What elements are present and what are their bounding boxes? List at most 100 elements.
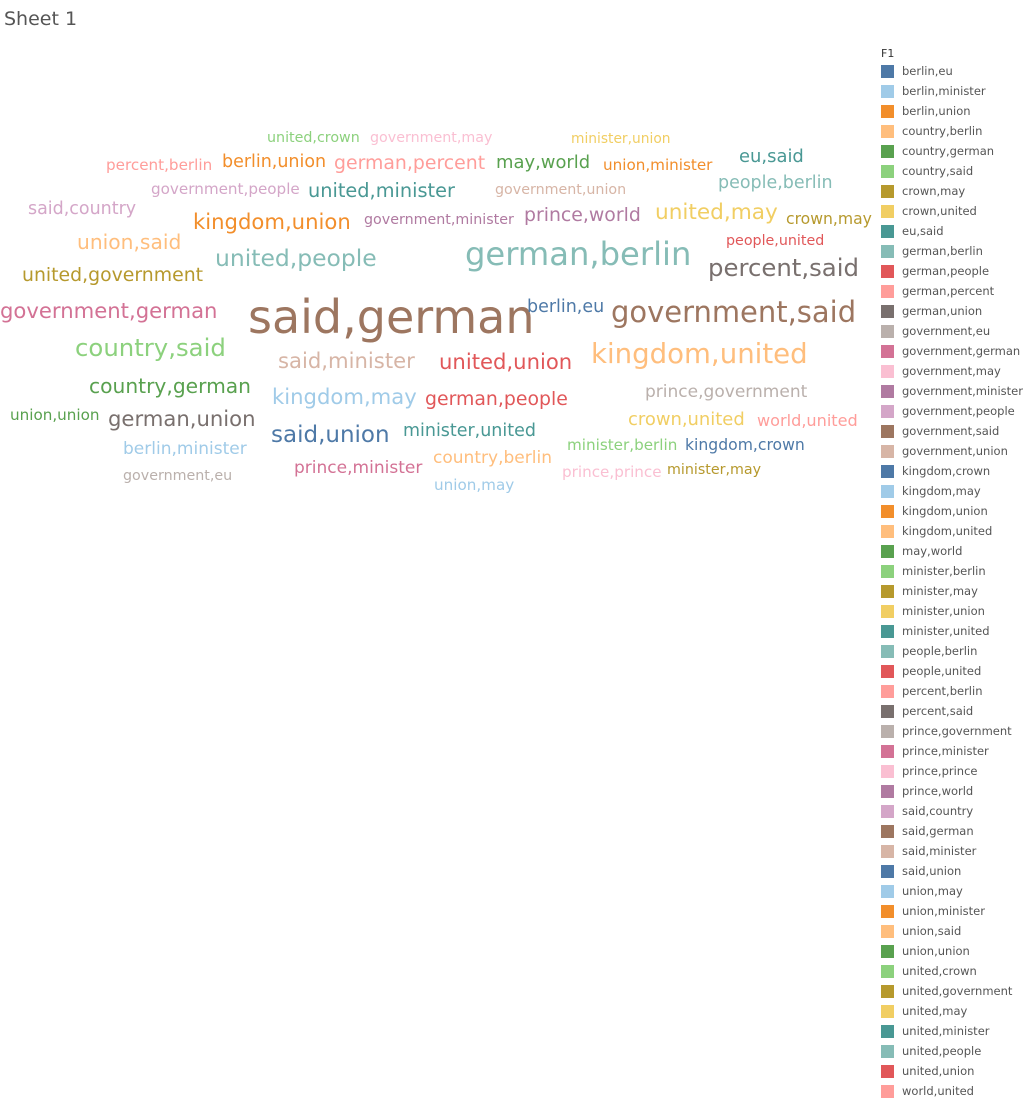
legend-item[interactable]: government,minister xyxy=(881,381,1023,401)
legend-item[interactable]: kingdom,may xyxy=(881,481,981,501)
legend-item[interactable]: world,united xyxy=(881,1081,974,1101)
legend-item[interactable]: said,german xyxy=(881,821,974,841)
legend-swatch xyxy=(881,904,894,918)
legend-item[interactable]: people,berlin xyxy=(881,641,977,661)
legend-item[interactable]: german,union xyxy=(881,301,982,321)
legend-item[interactable]: kingdom,union xyxy=(881,501,988,521)
legend-swatch xyxy=(881,984,894,998)
legend-item[interactable]: said,minister xyxy=(881,841,976,861)
legend-item[interactable]: union,may xyxy=(881,881,963,901)
legend-item[interactable]: union,said xyxy=(881,921,961,941)
legend-swatch xyxy=(881,124,894,138)
legend-item[interactable]: said,country xyxy=(881,801,973,821)
legend-swatch xyxy=(881,224,894,238)
legend-item[interactable]: minister,berlin xyxy=(881,561,986,581)
cloud-word: government,minister xyxy=(364,212,514,228)
cloud-word: said,minister xyxy=(278,348,415,373)
cloud-word: prince,minister xyxy=(294,458,423,478)
legend-item[interactable]: government,german xyxy=(881,341,1020,361)
legend-item[interactable]: kingdom,crown xyxy=(881,461,990,481)
legend-label: berlin,union xyxy=(902,104,971,118)
legend-item[interactable]: crown,united xyxy=(881,201,977,221)
legend-label: country,said xyxy=(902,164,974,178)
legend-item[interactable]: prince,government xyxy=(881,721,1012,741)
legend-item[interactable]: percent,berlin xyxy=(881,681,982,701)
word-cloud: said,german german,berlin government,said k… xyxy=(0,0,872,520)
legend-item[interactable]: united,minister xyxy=(881,1021,990,1041)
legend-swatch xyxy=(881,544,894,558)
legend-label: union,union xyxy=(902,944,970,958)
legend-label: may,world xyxy=(902,544,963,558)
legend-swatch xyxy=(881,204,894,218)
legend-item[interactable]: berlin,minister xyxy=(881,81,986,101)
cloud-word: german,people xyxy=(425,388,568,410)
legend-item[interactable]: german,percent xyxy=(881,281,994,301)
legend-item[interactable]: minister,union xyxy=(881,601,985,621)
legend-item[interactable]: said,union xyxy=(881,861,961,881)
legend-item[interactable]: united,union xyxy=(881,1061,974,1081)
legend-swatch xyxy=(881,1024,894,1038)
legend-label: german,percent xyxy=(902,284,995,298)
cloud-word: said,union xyxy=(271,422,390,448)
legend-item[interactable]: union,minister xyxy=(881,901,985,921)
legend-item[interactable]: minister,united xyxy=(881,621,990,641)
legend-swatch xyxy=(881,624,894,638)
legend-item[interactable]: government,said xyxy=(881,421,999,441)
cloud-word: said,german xyxy=(248,290,535,344)
legend-item[interactable]: prince,prince xyxy=(881,761,977,781)
legend-item[interactable]: kingdom,united xyxy=(881,521,992,541)
legend-swatch xyxy=(881,744,894,758)
legend-label: berlin,minister xyxy=(902,84,986,98)
legend-label: united,people xyxy=(902,1044,982,1058)
legend-item[interactable]: german,berlin xyxy=(881,241,983,261)
legend-item[interactable]: berlin,eu xyxy=(881,61,953,81)
legend-item[interactable]: prince,world xyxy=(881,781,973,801)
legend-item[interactable]: government,people xyxy=(881,401,1015,421)
legend-item[interactable]: eu,said xyxy=(881,221,944,241)
legend-item[interactable]: country,german xyxy=(881,141,994,161)
legend-label: united,may xyxy=(902,1004,968,1018)
legend-item[interactable]: country,berlin xyxy=(881,121,982,141)
legend-item[interactable]: government,may xyxy=(881,361,1001,381)
legend-item[interactable]: united,may xyxy=(881,1001,967,1021)
legend-label: minister,union xyxy=(902,604,985,618)
legend-swatch xyxy=(881,244,894,258)
cloud-word: united,union xyxy=(439,349,573,374)
legend-swatch xyxy=(881,664,894,678)
legend-item[interactable]: percent,said xyxy=(881,701,973,721)
legend-label: crown,may xyxy=(902,184,966,198)
legend-swatch xyxy=(881,304,894,318)
cloud-word: union,may xyxy=(434,476,515,494)
legend-item[interactable]: berlin,union xyxy=(881,101,971,121)
legend-item[interactable]: country,said xyxy=(881,161,973,181)
legend-label: percent,berlin xyxy=(902,684,983,698)
legend-label: said,country xyxy=(902,804,974,818)
legend-item[interactable]: german,people xyxy=(881,261,989,281)
legend-item[interactable]: may,world xyxy=(881,541,962,561)
legend-swatch xyxy=(881,824,894,838)
legend-item[interactable]: united,crown xyxy=(881,961,977,981)
legend-item[interactable]: united,government xyxy=(881,981,1012,1001)
legend-label: said,union xyxy=(902,864,962,878)
legend-swatch xyxy=(881,884,894,898)
sheet-title: Sheet 1 xyxy=(4,8,78,30)
legend-item[interactable]: union,union xyxy=(881,941,970,961)
cloud-word: said,country xyxy=(28,199,137,219)
legend-swatch xyxy=(881,1004,894,1018)
legend-item[interactable]: minister,may xyxy=(881,581,978,601)
legend-label: eu,said xyxy=(902,224,944,238)
legend-label: german,people xyxy=(902,264,990,278)
cloud-word: united,people xyxy=(215,244,377,272)
legend-swatch xyxy=(881,1084,894,1098)
cloud-word: berlin,eu xyxy=(527,297,605,317)
legend-item[interactable]: government,eu xyxy=(881,321,990,341)
legend-label: said,german xyxy=(902,824,974,838)
legend-item[interactable]: people,united xyxy=(881,661,981,681)
legend-item[interactable]: crown,may xyxy=(881,181,965,201)
legend-item[interactable]: united,people xyxy=(881,1041,981,1061)
legend-swatch xyxy=(881,1044,894,1058)
legend-item[interactable]: government,union xyxy=(881,441,1008,461)
legend-item[interactable]: prince,minister xyxy=(881,741,989,761)
cloud-word: union,minister xyxy=(603,156,713,174)
legend-swatch xyxy=(881,324,894,338)
